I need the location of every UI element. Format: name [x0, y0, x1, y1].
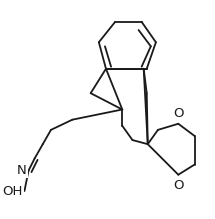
Text: N: N — [17, 164, 26, 177]
Text: O: O — [173, 179, 184, 192]
Text: OH: OH — [2, 185, 22, 198]
Text: O: O — [173, 107, 184, 120]
